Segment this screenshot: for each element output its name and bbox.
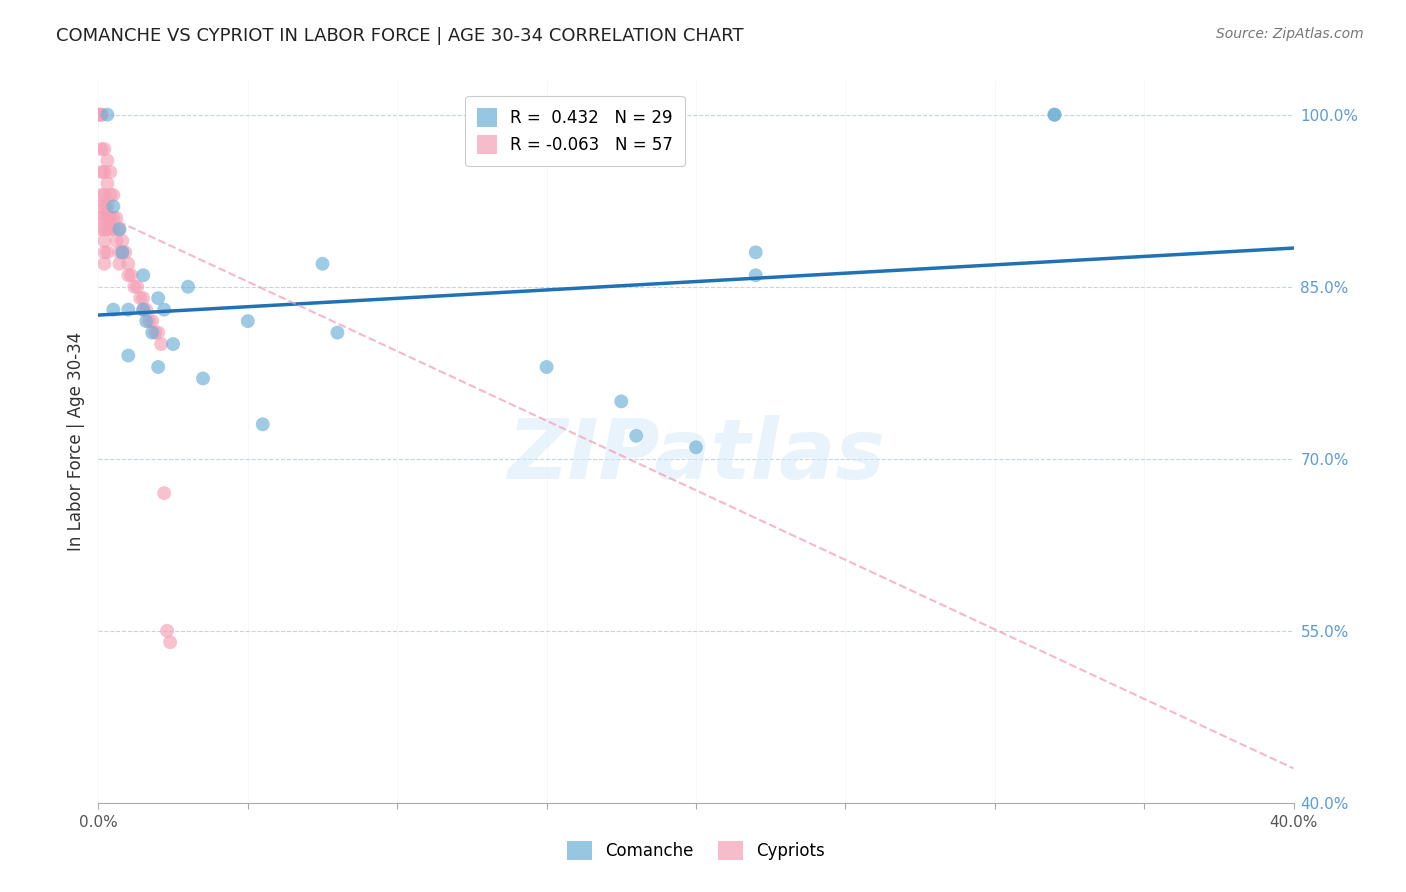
- Y-axis label: In Labor Force | Age 30-34: In Labor Force | Age 30-34: [66, 332, 84, 551]
- Point: [87, 108, 110, 122]
- Point: [87, 108, 110, 122]
- Point: [96, 153, 118, 168]
- Point: [96, 108, 118, 122]
- Point: [93, 257, 115, 271]
- Point: [135, 302, 157, 317]
- Point: [103, 211, 125, 225]
- Point: [156, 624, 179, 638]
- Point: [96, 199, 118, 213]
- Point: [98, 222, 122, 236]
- Point: [98, 165, 122, 179]
- Point: [143, 326, 166, 340]
- Point: [132, 302, 155, 317]
- Legend: Comanche, Cypriots: Comanche, Cypriots: [560, 834, 832, 867]
- Point: [745, 245, 768, 260]
- Point: [108, 257, 131, 271]
- Point: [610, 394, 633, 409]
- Point: [105, 234, 128, 248]
- Point: [96, 245, 118, 260]
- Point: [120, 268, 142, 283]
- Point: [105, 211, 128, 225]
- Point: [159, 635, 181, 649]
- Text: COMANCHE VS CYPRIOT IN LABOR FORCE | AGE 30-34 CORRELATION CHART: COMANCHE VS CYPRIOT IN LABOR FORCE | AGE…: [56, 27, 744, 45]
- Point: [103, 199, 125, 213]
- Point: [129, 291, 152, 305]
- Point: [111, 245, 134, 260]
- Point: [148, 291, 170, 305]
- Point: [108, 245, 131, 260]
- Point: [162, 337, 184, 351]
- Point: [117, 257, 139, 271]
- Point: [141, 314, 163, 328]
- Point: [90, 165, 112, 179]
- Point: [103, 222, 125, 236]
- Point: [103, 302, 125, 317]
- Point: [93, 199, 115, 213]
- Text: Source: ZipAtlas.com: Source: ZipAtlas.com: [1216, 27, 1364, 41]
- Point: [132, 302, 155, 317]
- Point: [536, 359, 558, 374]
- Point: [93, 211, 115, 225]
- Point: [148, 359, 170, 374]
- Point: [1043, 108, 1066, 122]
- Point: [153, 486, 176, 500]
- Point: [93, 234, 115, 248]
- Point: [153, 302, 176, 317]
- Point: [236, 314, 259, 328]
- Point: [90, 188, 112, 202]
- Point: [114, 245, 136, 260]
- Point: [103, 188, 125, 202]
- Point: [117, 349, 139, 363]
- Point: [96, 177, 118, 191]
- Point: [108, 222, 131, 236]
- Point: [111, 234, 134, 248]
- Point: [93, 165, 115, 179]
- Point: [98, 211, 122, 225]
- Point: [111, 245, 134, 260]
- Point: [96, 211, 118, 225]
- Point: [135, 314, 157, 328]
- Point: [90, 108, 112, 122]
- Point: [98, 188, 122, 202]
- Point: [150, 337, 173, 351]
- Point: [132, 268, 155, 283]
- Point: [132, 291, 155, 305]
- Point: [191, 371, 214, 385]
- Point: [93, 245, 115, 260]
- Point: [1043, 108, 1066, 122]
- Point: [90, 211, 112, 225]
- Text: ZIPatlas: ZIPatlas: [508, 416, 884, 497]
- Point: [141, 326, 163, 340]
- Point: [93, 222, 115, 236]
- Point: [127, 279, 149, 293]
- Point: [311, 257, 333, 271]
- Point: [124, 279, 146, 293]
- Point: [685, 440, 707, 454]
- Point: [138, 314, 160, 328]
- Point: [745, 268, 768, 283]
- Point: [90, 222, 112, 236]
- Point: [326, 326, 349, 340]
- Point: [117, 268, 139, 283]
- Point: [108, 222, 131, 236]
- Point: [117, 302, 139, 317]
- Point: [93, 142, 115, 156]
- Point: [252, 417, 274, 432]
- Point: [90, 199, 112, 213]
- Point: [93, 188, 115, 202]
- Point: [177, 279, 200, 293]
- Point: [96, 222, 118, 236]
- Point: [90, 142, 112, 156]
- Point: [90, 108, 112, 122]
- Point: [148, 326, 170, 340]
- Point: [626, 429, 648, 443]
